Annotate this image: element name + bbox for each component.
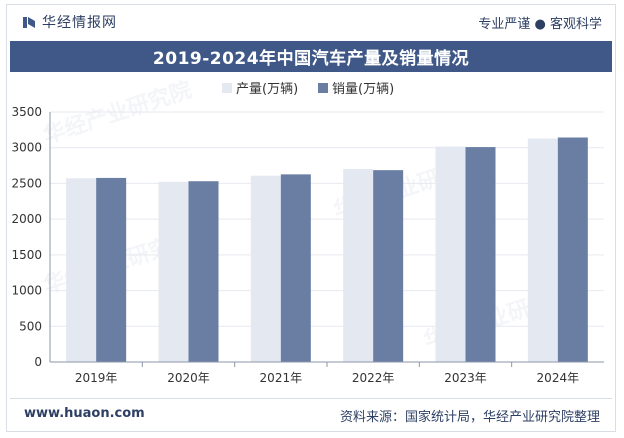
legend-label-production: 产量(万辆)	[236, 82, 298, 97]
chart-title: 2019-2024年中国汽车产量及销量情况	[152, 49, 470, 69]
y-tick-label: 2000	[11, 212, 42, 226]
x-tick-label: 2024年	[537, 371, 580, 385]
footer-website: www.huaon.com	[24, 406, 145, 421]
legend-swatch-sales	[318, 83, 328, 93]
bar-production	[435, 146, 466, 362]
y-tick-label: 1000	[11, 284, 42, 298]
y-tick-label: 2500	[11, 176, 42, 190]
y-axis: 0 500 1000 1500 2000 2500 3000 3500	[11, 105, 51, 369]
y-tick-label: 3500	[11, 105, 42, 119]
bar-production	[66, 178, 97, 362]
bar-production	[250, 175, 281, 362]
x-tick-label: 2020年	[167, 371, 210, 385]
y-tick-label: 1500	[11, 248, 42, 262]
bars	[66, 137, 588, 362]
slogan: 专业严谨 ● 客观科学	[478, 17, 602, 32]
bar-sales	[280, 174, 311, 362]
x-tick-label: 2021年	[260, 371, 303, 385]
legend-label-sales: 销量(万辆)	[332, 82, 394, 97]
bar-sales	[557, 137, 588, 362]
brand-name: 华经情报网	[42, 15, 117, 31]
bar-production	[527, 138, 558, 362]
bar-sales	[373, 170, 404, 362]
title-bar: 2019-2024年中国汽车产量及销量情况	[10, 41, 612, 72]
legend-swatch-production	[222, 83, 232, 93]
x-axis: 2019年 2020年 2021年 2022年 2023年 2024年	[50, 361, 604, 385]
brand: 华经情报网	[22, 12, 117, 32]
brand-logo-icon	[22, 15, 36, 29]
footer-source: 资料来源：国家统计局，华经产业研究院整理	[339, 410, 600, 425]
footer-divider	[10, 398, 612, 399]
chart-frame	[6, 4, 616, 432]
x-tick-label: 2019年	[75, 371, 118, 385]
bar-production	[158, 181, 189, 362]
y-tick-label: 3000	[11, 141, 42, 155]
bar-production	[343, 169, 374, 362]
bar-sales	[465, 147, 496, 362]
gridlines	[50, 111, 604, 327]
top-bar: 华经情报网 专业严谨 ● 客观科学	[0, 0, 624, 40]
legend: 产量(万辆) 销量(万辆)	[222, 82, 394, 97]
bar-sales	[188, 181, 219, 362]
y-tick-label: 500	[19, 319, 42, 333]
x-tick-label: 2022年	[352, 371, 395, 385]
x-tick-label: 2023年	[444, 371, 487, 385]
y-tick-label: 0	[34, 355, 42, 369]
bar-sales	[96, 177, 127, 362]
